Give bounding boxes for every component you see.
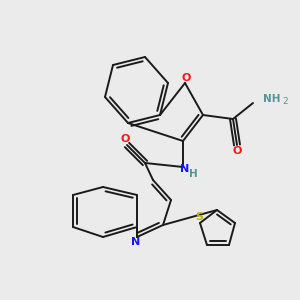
Text: H: H <box>189 169 198 178</box>
Text: O: O <box>121 134 130 144</box>
Text: N: N <box>131 237 141 248</box>
Text: NH: NH <box>263 94 281 104</box>
Text: S: S <box>195 212 203 222</box>
Text: O: O <box>233 146 242 156</box>
Text: O: O <box>182 73 191 82</box>
Text: 2: 2 <box>282 97 288 106</box>
Text: N: N <box>180 164 189 173</box>
